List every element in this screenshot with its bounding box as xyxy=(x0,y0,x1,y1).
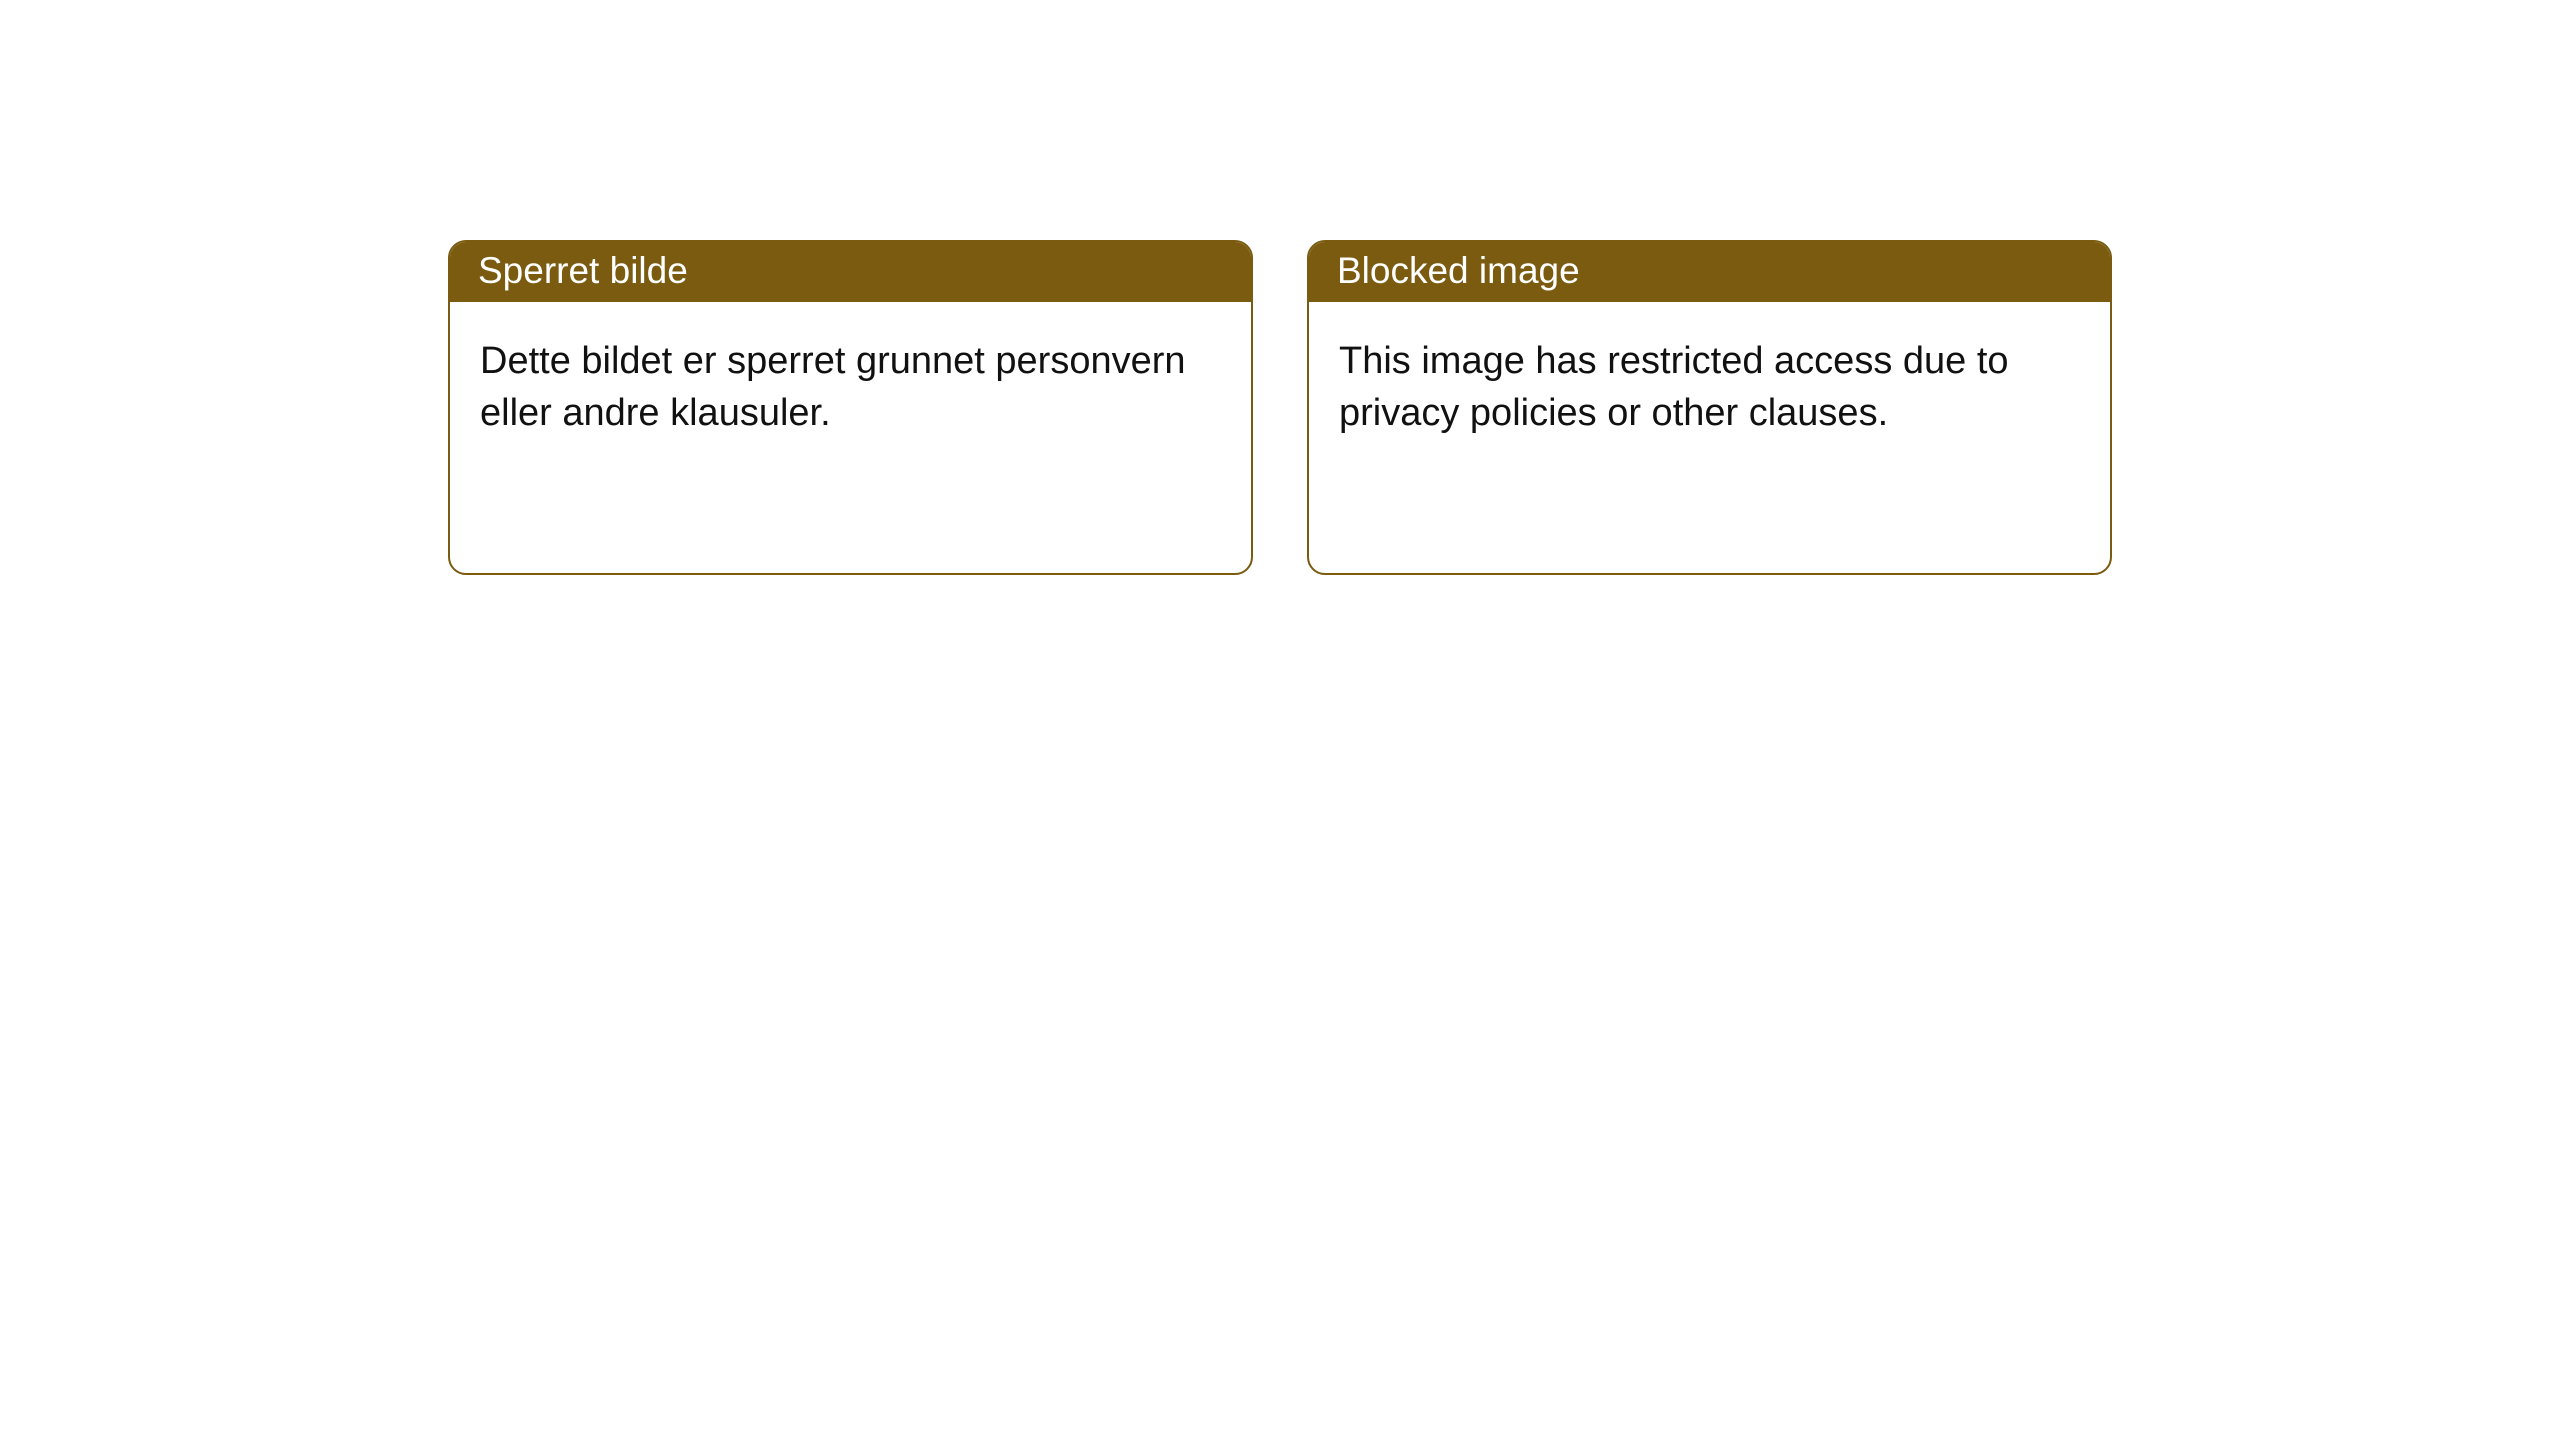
notice-card-english: Blocked image This image has restricted … xyxy=(1307,240,2112,575)
notice-card-body: Dette bildet er sperret grunnet personve… xyxy=(450,302,1251,473)
notice-container: Sperret bilde Dette bildet er sperret gr… xyxy=(0,0,2560,575)
notice-card-title: Sperret bilde xyxy=(450,242,1251,302)
notice-card-norwegian: Sperret bilde Dette bildet er sperret gr… xyxy=(448,240,1253,575)
notice-card-body: This image has restricted access due to … xyxy=(1309,302,2110,473)
notice-card-title: Blocked image xyxy=(1309,242,2110,302)
